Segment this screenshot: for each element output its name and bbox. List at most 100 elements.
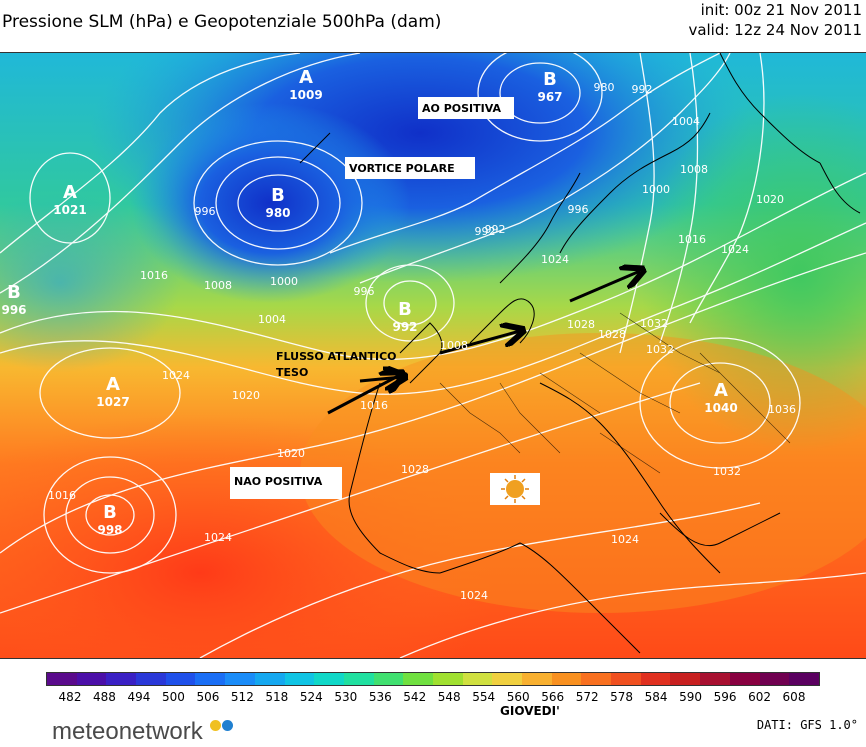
data-source: DATI: GFS 1.0° <box>756 718 858 732</box>
colorbar-swatch <box>254 673 285 685</box>
colorbar-ticks: 482 488 494 500 506 512 518 524 530 536 542 548 554 5… <box>46 686 818 704</box>
isobar-label: 1016 <box>140 269 168 282</box>
isobar-label: 1028 <box>567 318 595 331</box>
colorbar-swatch <box>462 673 493 685</box>
colorbar-swatch <box>225 673 255 685</box>
isobar-label: 980 <box>594 81 615 94</box>
arrow-1b <box>359 377 402 381</box>
arrow-3 <box>569 271 640 303</box>
svg-text:992: 992 <box>392 320 417 334</box>
isobar-label: 1020 <box>756 193 784 206</box>
svg-text:A: A <box>299 67 313 88</box>
colorbar-tick: 488 <box>93 690 116 704</box>
colorbar-tick: 548 <box>437 690 461 704</box>
isobar-label: 1024 <box>460 589 488 602</box>
svg-text:A: A <box>714 380 728 401</box>
svg-text:B: B <box>398 299 412 320</box>
flow-arrows <box>327 271 640 415</box>
isobar-label: 1020 <box>277 447 305 460</box>
colorbar-swatch <box>373 673 404 685</box>
colorbar-tick: 572 <box>575 690 599 704</box>
isobar-label: 1004 <box>672 115 700 128</box>
svg-text:B: B <box>271 185 285 206</box>
day-caption: GIOVEDI' <box>500 704 560 718</box>
isobar-label: 996 <box>354 285 375 298</box>
weather-map: AO POSITIVA VORTICE POLARE FLUSSO ATLANT… <box>0 52 866 659</box>
isobars <box>0 53 866 658</box>
svg-text:1027: 1027 <box>96 395 129 409</box>
subtropical-high-field <box>0 413 500 658</box>
isobar-label: 996 <box>568 203 589 216</box>
colorbar-swatch <box>403 673 433 685</box>
sun-icon <box>490 473 540 505</box>
isobar-label: 1024 <box>721 243 749 256</box>
atlantic-label-1: FLUSSO ATLANTICO <box>276 350 397 363</box>
isobar-label: 1000 <box>642 183 670 196</box>
isobar-label: 996 <box>195 205 216 218</box>
colorbar-swatch <box>106 673 137 685</box>
coastlines <box>299 53 861 654</box>
colorbar-tick: 530 <box>334 690 358 704</box>
arrow-2 <box>439 331 520 355</box>
colorbar <box>46 672 820 686</box>
svg-text:B: B <box>543 69 557 90</box>
colorbar-tick: 608 <box>782 690 806 704</box>
colorbar-swatch <box>551 673 582 685</box>
svg-text:980: 980 <box>265 206 290 220</box>
colorbar-tick: 584 <box>644 690 668 704</box>
colorbar-tick: 554 <box>472 690 496 704</box>
isobar-label: 1020 <box>232 389 260 402</box>
colorbar-tick: 596 <box>713 690 737 704</box>
isobar-label: 1000 <box>270 275 298 288</box>
isobar-label: 1016 <box>48 489 76 502</box>
isobar-label: 1028 <box>401 463 429 476</box>
colorbar-swatch <box>165 673 196 685</box>
colorbar-swatch <box>492 673 522 685</box>
svg-text:A: A <box>106 374 120 395</box>
valid-time: valid: 12z 24 Nov 2011 <box>688 21 862 39</box>
colorbar-swatch <box>700 673 730 685</box>
isobar-label: 1032 <box>640 317 668 330</box>
colorbar-swatch <box>343 673 374 685</box>
colorbar-swatch <box>522 673 552 685</box>
svg-text:A: A <box>63 182 77 203</box>
isobar-label: 1016 <box>360 399 388 412</box>
isobar-label: 1004 <box>258 313 286 326</box>
run-info: init: 00z 21 Nov 2011 valid: 12z 24 Nov … <box>688 0 862 40</box>
logo-dot-yellow <box>210 720 221 731</box>
logo-text: meteonetwork <box>52 718 203 745</box>
colorbar-swatch <box>47 673 77 685</box>
isobar-labels: 980 992 1004 1008 1000 992 996 1008 1016 1020 1024… <box>48 81 796 602</box>
colorbar-tick: 560 <box>506 690 530 704</box>
colorbar-swatch <box>136 673 166 685</box>
svg-text:B: B <box>7 282 21 303</box>
isobar-label: 992 <box>485 223 506 236</box>
colorbar-swatch <box>76 673 107 685</box>
isobar-label: 1024 <box>611 533 639 546</box>
colorbar-tick: 536 <box>368 690 392 704</box>
isobar-label: 1024 <box>162 369 190 382</box>
isobar-label: 1036 <box>768 403 796 416</box>
colorbar-tick: 602 <box>748 690 771 704</box>
colorbar-swatch <box>284 673 315 685</box>
colorbar-swatch <box>759 673 790 685</box>
colorbar-tick: 482 <box>58 690 82 704</box>
colorbar-tick: 590 <box>679 690 703 704</box>
svg-text:998: 998 <box>97 523 122 537</box>
isobar-label: 1024 <box>541 253 569 266</box>
isobar-label: 992 <box>475 225 496 238</box>
vortex-label: VORTICE POLARE <box>349 162 455 175</box>
svg-text:1040: 1040 <box>704 401 737 415</box>
colorbar-swatch <box>432 673 463 685</box>
annotations: AO POSITIVA VORTICE POLARE FLUSSO ATLANT… <box>230 97 514 499</box>
colorbar-swatch <box>195 673 226 685</box>
colorbar-tick: 518 <box>265 690 289 704</box>
isobar-label: 1008 <box>440 339 468 352</box>
ao-label: AO POSITIVA <box>422 102 501 115</box>
